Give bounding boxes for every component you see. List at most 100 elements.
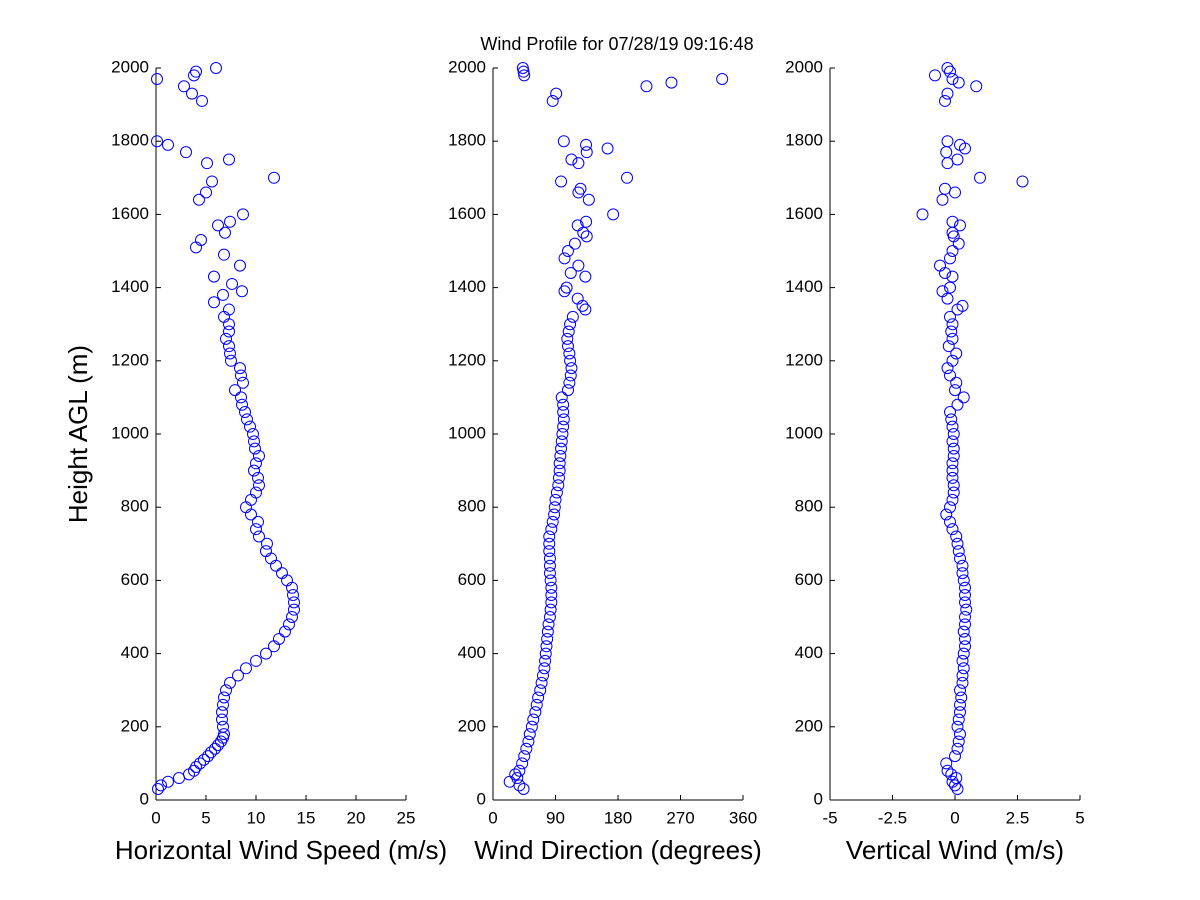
data-point	[553, 464, 566, 477]
y-tick-label: 1800	[111, 131, 149, 150]
data-point	[529, 706, 542, 719]
data-point	[220, 332, 232, 345]
data-point	[549, 493, 562, 506]
data-point	[950, 347, 963, 360]
data-point	[223, 303, 235, 316]
data-point	[224, 347, 236, 360]
data-point	[939, 94, 951, 107]
data-point	[541, 625, 554, 638]
data-point	[579, 270, 592, 283]
data-point	[522, 735, 535, 748]
data-point	[260, 647, 272, 660]
data-point	[936, 285, 949, 298]
data-point	[253, 449, 265, 462]
data-point	[217, 698, 229, 711]
data-point	[947, 449, 960, 462]
data-point	[946, 332, 959, 345]
data-point	[939, 182, 951, 195]
data-point	[564, 369, 577, 382]
data-point	[218, 691, 230, 704]
data-point	[545, 523, 558, 536]
data-point	[960, 603, 973, 616]
data-point	[665, 76, 678, 89]
data-point	[241, 413, 253, 426]
data-point	[945, 768, 958, 781]
y-tick-label: 200	[458, 716, 486, 735]
data-point	[946, 471, 959, 484]
data-point	[216, 706, 228, 719]
data-point	[288, 596, 300, 609]
data-point	[217, 720, 229, 733]
data-point	[537, 669, 549, 682]
data-point	[940, 757, 953, 770]
data-point	[957, 662, 970, 675]
data-point	[218, 728, 230, 741]
data-point	[208, 270, 220, 283]
x-tick-label: 360	[729, 808, 757, 827]
data-point	[942, 340, 955, 353]
data-point	[283, 618, 295, 631]
data-point	[248, 435, 260, 448]
data-point	[516, 62, 529, 74]
data-point	[951, 153, 964, 166]
data-point	[947, 428, 960, 440]
x-tick-label: -2.5	[878, 808, 907, 827]
data-point	[554, 449, 567, 462]
data-point	[959, 581, 971, 594]
data-point	[260, 545, 272, 558]
data-point	[955, 691, 968, 704]
data-point	[218, 248, 230, 261]
data-point	[565, 153, 578, 166]
x-tick-label: 0	[151, 808, 160, 827]
x-tick-label: 0	[950, 808, 959, 827]
data-point	[949, 750, 961, 763]
data-point	[946, 775, 959, 788]
data-point	[542, 618, 555, 631]
data-point	[543, 530, 556, 543]
chart-title: Wind Profile for 07/28/19 09:16:48	[480, 34, 753, 54]
data-point	[546, 94, 559, 107]
data-point	[579, 303, 592, 316]
data-point	[621, 171, 634, 184]
data-point	[555, 435, 568, 448]
data-point	[954, 706, 966, 719]
data-point	[944, 501, 956, 514]
data-point	[640, 80, 653, 93]
y-tick-label: 600	[795, 570, 823, 589]
data-point	[553, 457, 566, 470]
data-point	[223, 153, 235, 166]
data-point	[516, 757, 529, 770]
x-tick-label: 10	[247, 808, 266, 827]
data-point	[224, 215, 236, 228]
data-point	[952, 545, 965, 558]
data-point	[539, 654, 552, 667]
data-point	[957, 574, 970, 587]
x-tick-label: 15	[297, 808, 316, 827]
data-point	[202, 750, 214, 763]
data-point	[244, 420, 256, 433]
data-point	[250, 457, 262, 470]
data-point	[954, 728, 966, 741]
data-point	[945, 413, 958, 426]
data-point	[509, 768, 522, 781]
data-point	[195, 234, 207, 247]
data-point	[235, 369, 247, 382]
data-point	[564, 266, 577, 279]
data-point	[563, 347, 576, 360]
y-tick-label: 1000	[785, 423, 823, 442]
data-point	[568, 237, 581, 250]
data-point	[548, 508, 561, 521]
data-point	[250, 486, 262, 499]
data-point	[236, 398, 248, 411]
x-tick-label: 20	[347, 808, 366, 827]
data-point	[534, 684, 547, 697]
data-point	[252, 515, 264, 528]
data-point	[552, 471, 565, 484]
data-point	[558, 252, 571, 265]
data-point	[941, 62, 954, 74]
data-point	[545, 589, 558, 602]
data-point	[273, 632, 285, 645]
data-point	[951, 398, 964, 411]
data-point	[959, 596, 971, 609]
